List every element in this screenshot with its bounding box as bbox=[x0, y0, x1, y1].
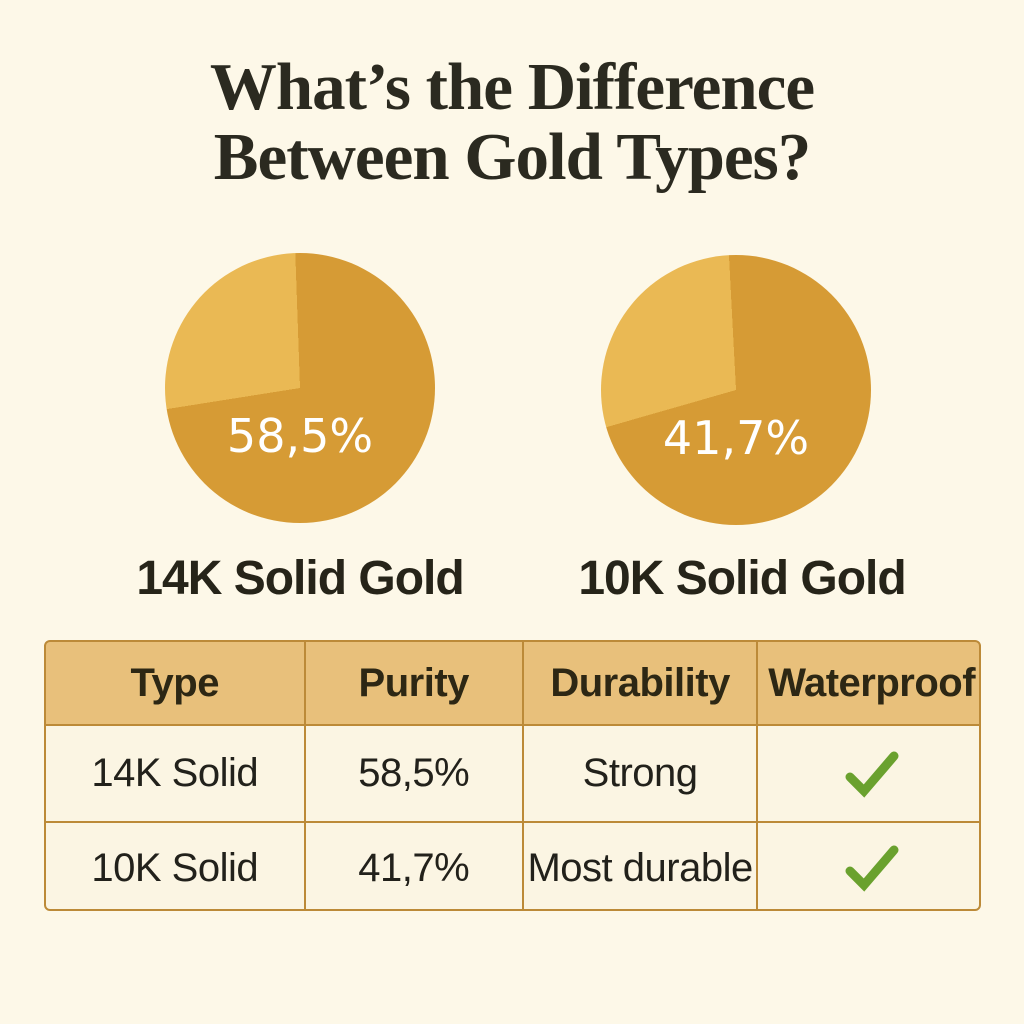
table-cell-type-10k: 10K Solid bbox=[46, 823, 304, 909]
table-cell-waterproof-10k bbox=[758, 823, 979, 909]
page-title: What’s the Difference Between Gold Types… bbox=[0, 52, 1024, 192]
comparison-table: Type Purity Durability Waterproof 14K So… bbox=[44, 640, 981, 911]
table-cell-purity-10k: 41,7% bbox=[305, 823, 522, 909]
pie-percent-label-10k: 41,7% bbox=[662, 411, 810, 465]
table-cell-purity-14k: 58,5% bbox=[305, 726, 522, 821]
table-cell-type-14k: 14K Solid bbox=[46, 726, 304, 821]
pie-chart-14k: 58,5% bbox=[165, 253, 435, 523]
table-header-waterproof: Waterproof bbox=[758, 642, 979, 724]
pie-chart-10k: 41,7% bbox=[601, 255, 871, 525]
table-cell-waterproof-14k bbox=[758, 726, 979, 821]
table-header-purity: Purity bbox=[305, 642, 522, 724]
page-title-line1: What’s the Difference bbox=[209, 50, 815, 124]
pie-percent-label-14k: 58,5% bbox=[226, 409, 374, 463]
pie-caption-10k: 10K Solid Gold bbox=[578, 552, 906, 605]
table-cell-durability-14k: Strong bbox=[523, 726, 757, 821]
pie-caption-14k: 14K Solid Gold bbox=[136, 552, 464, 605]
table-header-type: Type bbox=[46, 642, 304, 724]
checkmark-icon bbox=[843, 844, 901, 892]
checkmark-icon bbox=[843, 750, 901, 798]
table-cell-durability-10k: Most durable bbox=[523, 823, 757, 909]
page-title-line2: Between Gold Types? bbox=[213, 120, 811, 194]
table-header-durability: Durability bbox=[523, 642, 757, 724]
